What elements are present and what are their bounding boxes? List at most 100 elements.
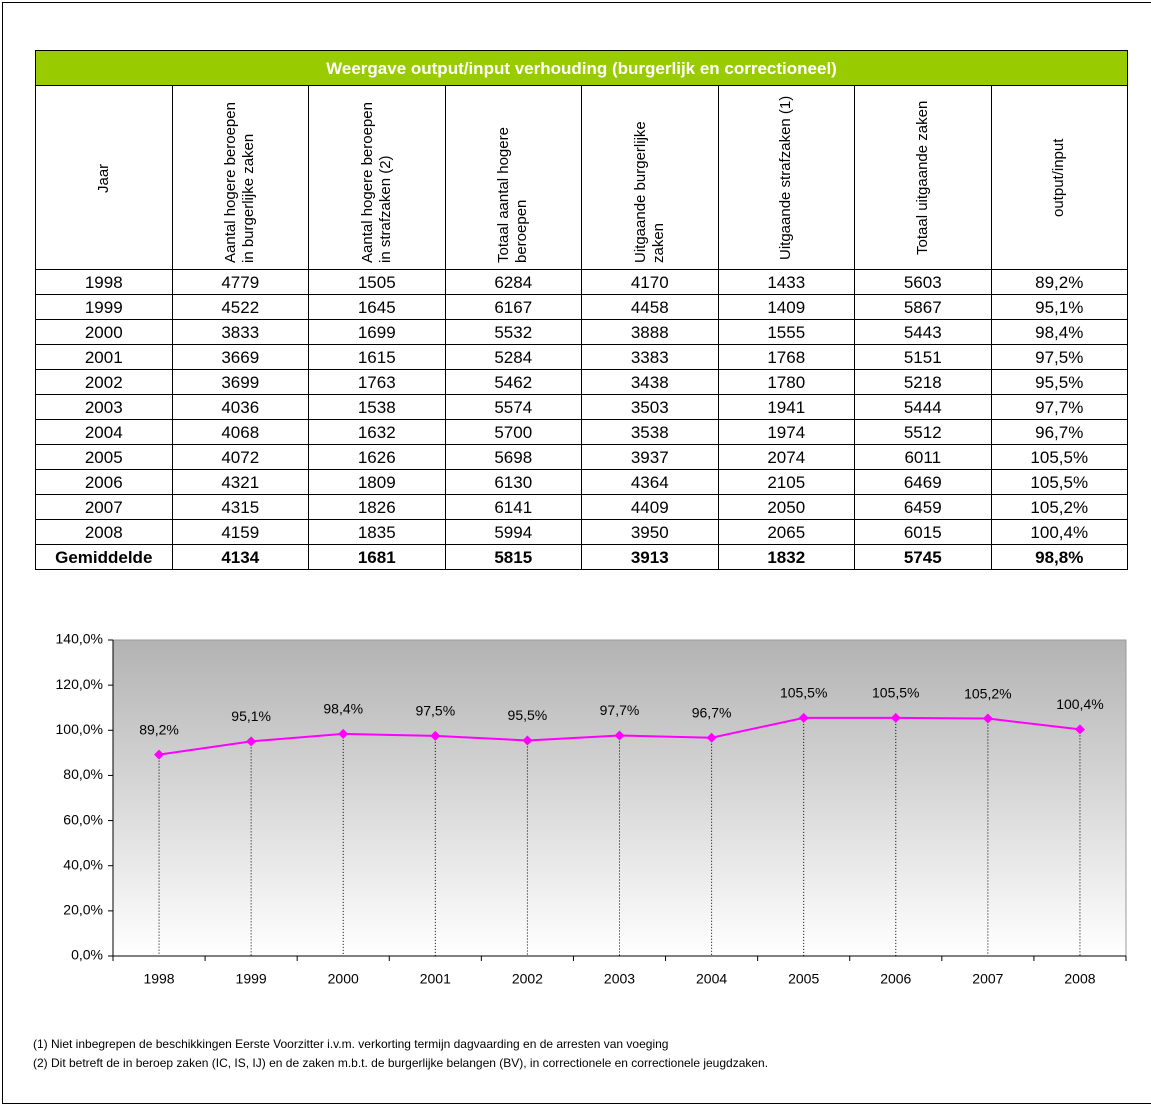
marker	[338, 728, 349, 739]
cell: 6015	[854, 519, 992, 545]
cell: 6284	[444, 269, 582, 295]
cell: 5284	[444, 344, 582, 370]
marker	[154, 749, 165, 760]
x-tick-label: 2001	[420, 971, 451, 987]
cell: 97,7%	[990, 394, 1128, 420]
x-tick-label: 1998	[143, 971, 174, 987]
data-label: 105,5%	[780, 685, 827, 701]
data-row: 2000 3833 1699 5532 3888 1555 5443 98,4%	[35, 319, 1128, 345]
cell: 5603	[854, 269, 992, 295]
total-cell: 4134	[171, 544, 309, 570]
cell: 5512	[854, 419, 992, 445]
header-row: Jaar Aantal hogere beroepen in burgerlijk…	[35, 85, 1128, 270]
marker	[1074, 724, 1085, 735]
marker	[798, 712, 809, 723]
y-tick-label: 100,0%	[56, 721, 103, 737]
cell: 4068	[171, 419, 309, 445]
cell: 98,4%	[990, 319, 1128, 345]
cell: 1645	[308, 294, 446, 320]
data-label: 105,2%	[964, 685, 1011, 701]
footnote: (1) Niet inbegrepen de beschikkingen Eer…	[33, 1037, 669, 1051]
total-cell: 5745	[854, 544, 992, 570]
cell: 2105	[717, 469, 855, 495]
cell: 3383	[581, 344, 719, 370]
cell: 5218	[854, 369, 992, 395]
header-cell: Uitgaande burgerlijke zaken	[581, 85, 719, 270]
cell: 1826	[308, 494, 446, 520]
cell: 1835	[308, 519, 446, 545]
cell: 105,5%	[990, 444, 1128, 470]
cell: 2008	[35, 519, 173, 545]
cell: 96,7%	[990, 419, 1128, 445]
data-row: 2006 4321 1809 6130 4364 2105 6469 105,5%	[35, 469, 1128, 495]
x-tick-label: 2006	[880, 971, 911, 987]
chart: 0,0% 20,0% 40,0% 60,0% 80,0% 100,0% 120,0% 140,…	[56, 631, 1127, 987]
header-cell: Jaar	[35, 85, 173, 270]
cell: 6459	[854, 494, 992, 520]
x-tick-label: 2005	[788, 971, 819, 987]
cell: 2005	[35, 444, 173, 470]
cell: 5151	[854, 344, 992, 370]
header-text: Uitgaande burgerlijke zaken	[631, 120, 667, 263]
y-tick-label: 140,0%	[56, 631, 103, 647]
cell: 3888	[581, 319, 719, 345]
data-row: 2001 3669 1615 5284 3383 1768 5151 97,5%	[35, 344, 1128, 370]
x-tick-label: 2004	[696, 971, 727, 987]
y-tick-label: 120,0%	[56, 676, 103, 692]
marker	[614, 730, 625, 741]
header-text: Aantal hogere beroepen in strafzaken (2)	[358, 101, 394, 263]
data-label: 105,5%	[872, 685, 919, 701]
cell: 2004	[35, 419, 173, 445]
header-cell: Aantal hogere beroepen in burgerlijke za…	[171, 85, 309, 270]
cell: 2000	[35, 319, 173, 345]
total-cell: 5815	[444, 544, 582, 570]
cell: 6141	[444, 494, 582, 520]
cell: 89,2%	[990, 269, 1128, 295]
data-label: 98,4%	[323, 701, 363, 717]
cell: 2074	[717, 444, 855, 470]
marker	[706, 732, 717, 743]
cell: 1768	[717, 344, 855, 370]
data-row: 2002 3699 1763 5462 3438 1780 5218 95,5%	[35, 369, 1128, 395]
cell: 3699	[171, 369, 309, 395]
cell: 5698	[444, 444, 582, 470]
data-label: 95,5%	[508, 707, 548, 723]
x-tick-label: 1999	[236, 971, 267, 987]
data-label: 100,4%	[1056, 696, 1103, 712]
cell: 4321	[171, 469, 309, 495]
cell: 1699	[308, 319, 446, 345]
cell: 3503	[581, 394, 719, 420]
data-label: 95,1%	[231, 708, 271, 724]
cell: 6130	[444, 469, 582, 495]
table-title: Weergave output/input verhouding (burger…	[35, 50, 1128, 86]
data-row: 1999 4522 1645 6167 4458 1409 5867 95,1%	[35, 294, 1128, 320]
data-row: 2007 4315 1826 6141 4409 2050 6459 105,2%	[35, 494, 1128, 520]
header-cell: Totaal uitgaande zaken	[854, 85, 992, 270]
cell: 2001	[35, 344, 173, 370]
marker	[430, 730, 441, 741]
cell: 1505	[308, 269, 446, 295]
cell: 2050	[717, 494, 855, 520]
cell: 3833	[171, 319, 309, 345]
x-tick-label: 2007	[972, 971, 1003, 987]
cell: 1974	[717, 419, 855, 445]
cell: 1555	[717, 319, 855, 345]
cell: 2006	[35, 469, 173, 495]
x-tick-label: 2002	[512, 971, 543, 987]
header-text: Totaal aantal hogere beroepen	[495, 126, 531, 263]
cell: 97,5%	[990, 344, 1128, 370]
cell: 4409	[581, 494, 719, 520]
cell: 1615	[308, 344, 446, 370]
x-tick-label: 2000	[328, 971, 359, 987]
total-row: Gemiddelde 4134 1681 5815 3913 1832 5745 98,8%	[35, 544, 1128, 570]
total-cell: Gemiddelde	[35, 544, 173, 570]
cell: 1433	[717, 269, 855, 295]
cell: 1626	[308, 444, 446, 470]
header-cell: Totaal aantal hogere beroepen	[444, 85, 582, 270]
header-text: Totaal uitgaande zaken	[913, 100, 931, 255]
total-cell: 1832	[717, 544, 855, 570]
header-cell: Uitgaande strafzaken (1)	[717, 85, 855, 270]
cell: 5867	[854, 294, 992, 320]
header-text: Uitgaande strafzaken (1)	[777, 95, 795, 260]
cell: 1763	[308, 369, 446, 395]
